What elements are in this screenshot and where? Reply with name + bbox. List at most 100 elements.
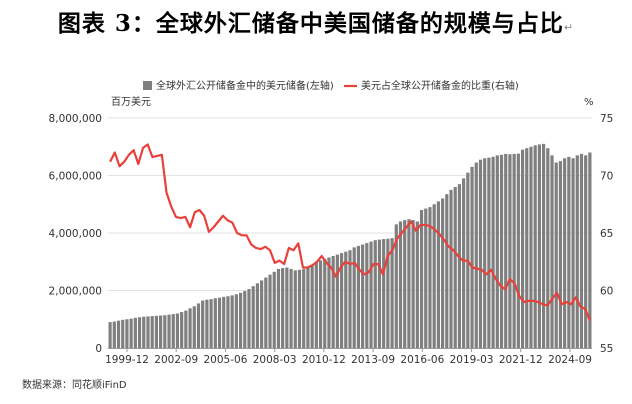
bar [407, 219, 411, 348]
bar [108, 322, 112, 348]
bar [554, 162, 558, 348]
x-tick-label: 1999-12 [105, 354, 149, 366]
bar [112, 321, 116, 348]
bar [146, 316, 150, 348]
data-source-note: 数据来源：同花顺iFinD [22, 380, 127, 391]
bar [125, 319, 129, 348]
bar [192, 306, 196, 348]
bar [499, 154, 504, 348]
bar [579, 153, 584, 348]
bar [424, 208, 428, 348]
bar [462, 178, 466, 348]
bar [398, 221, 403, 348]
bar [377, 239, 382, 348]
line-series [109, 143, 591, 321]
bar [154, 315, 158, 348]
bar [171, 314, 175, 348]
bar [483, 158, 487, 348]
bar [306, 267, 310, 348]
bar [209, 299, 213, 348]
y-axis-left: 8,000,000 6,000,000 4,000,000 2,000,000 0 [49, 113, 102, 355]
y-axis-right: 75 70 65 60 55 [600, 113, 613, 355]
bar [352, 247, 356, 348]
y-left-tick-label: 0 [95, 343, 102, 355]
figure-title-text: 图表 3：全球外汇储备中美国储备的规模与占比 [57, 10, 564, 37]
bar [508, 154, 512, 348]
y-left-tick-label: 4,000,000 [49, 228, 102, 240]
bar [129, 318, 133, 348]
bar [116, 320, 121, 348]
bar [474, 162, 478, 348]
bar [213, 298, 217, 348]
bar [558, 161, 563, 348]
bar [356, 245, 361, 348]
bar [205, 299, 209, 348]
bar [403, 220, 407, 348]
bar [297, 269, 302, 348]
bar [133, 317, 137, 348]
bar [180, 312, 184, 348]
x-tick-label: 2016-06 [400, 354, 444, 366]
bar-series [108, 143, 592, 348]
bar [394, 224, 398, 348]
bar [440, 198, 445, 348]
bar [365, 243, 369, 348]
bar [302, 268, 306, 348]
bar [159, 315, 163, 348]
bar [226, 296, 230, 348]
x-tick-label: 2002-09 [154, 354, 198, 366]
bar [234, 294, 238, 348]
bar [436, 201, 440, 348]
bar [361, 244, 365, 348]
bar [382, 239, 386, 348]
bar [537, 144, 541, 348]
bar [584, 155, 588, 348]
bar [563, 158, 567, 348]
paragraph-mark-icon: ↵ [563, 21, 575, 34]
bar [289, 268, 293, 348]
bar [222, 296, 226, 348]
bar [453, 187, 457, 348]
x-tick-label: 2010-12 [302, 354, 346, 366]
y-right-tick-label: 60 [600, 286, 613, 298]
x-tick-label: 2019-03 [450, 354, 494, 366]
bar [175, 313, 180, 348]
x-tick-label: 2021-12 [499, 354, 543, 366]
bar [230, 295, 234, 348]
bar [260, 280, 264, 348]
bar [567, 156, 571, 348]
bar [318, 260, 323, 348]
bar [184, 310, 188, 348]
bar [285, 267, 289, 348]
x-axis: 1999-12 2002-09 2005-06 2008-03 2010-12 2013-… [105, 348, 592, 366]
y-left-tick-label: 8,000,000 [49, 113, 102, 125]
bar [293, 270, 297, 348]
x-tick-label: 2013-09 [351, 354, 395, 366]
bar [369, 241, 373, 348]
bar [516, 153, 520, 348]
left-axis-unit: 百万美元 [111, 95, 151, 108]
bar [238, 292, 243, 348]
bar [201, 300, 205, 348]
bar [525, 148, 529, 348]
bar [314, 261, 318, 348]
bar [419, 210, 424, 348]
bar [512, 153, 516, 348]
x-tick-label: 2005-06 [204, 354, 248, 366]
bar [251, 286, 255, 348]
bar [478, 159, 483, 348]
bar [520, 149, 525, 348]
bar [491, 156, 495, 348]
y-right-tick-label: 55 [600, 343, 613, 355]
bar [331, 256, 335, 348]
bar [150, 316, 154, 348]
legend: 全球外汇公开储备金中的美元储备(左轴) 美元占全球公开储备金的比重(右轴) [143, 79, 519, 92]
bar [432, 204, 436, 348]
y-right-tick-label: 65 [600, 228, 613, 240]
x-tick-label: 2024-09 [548, 354, 592, 366]
bar [348, 250, 352, 348]
bar [449, 189, 453, 348]
bar [415, 221, 419, 348]
bar [373, 240, 377, 348]
